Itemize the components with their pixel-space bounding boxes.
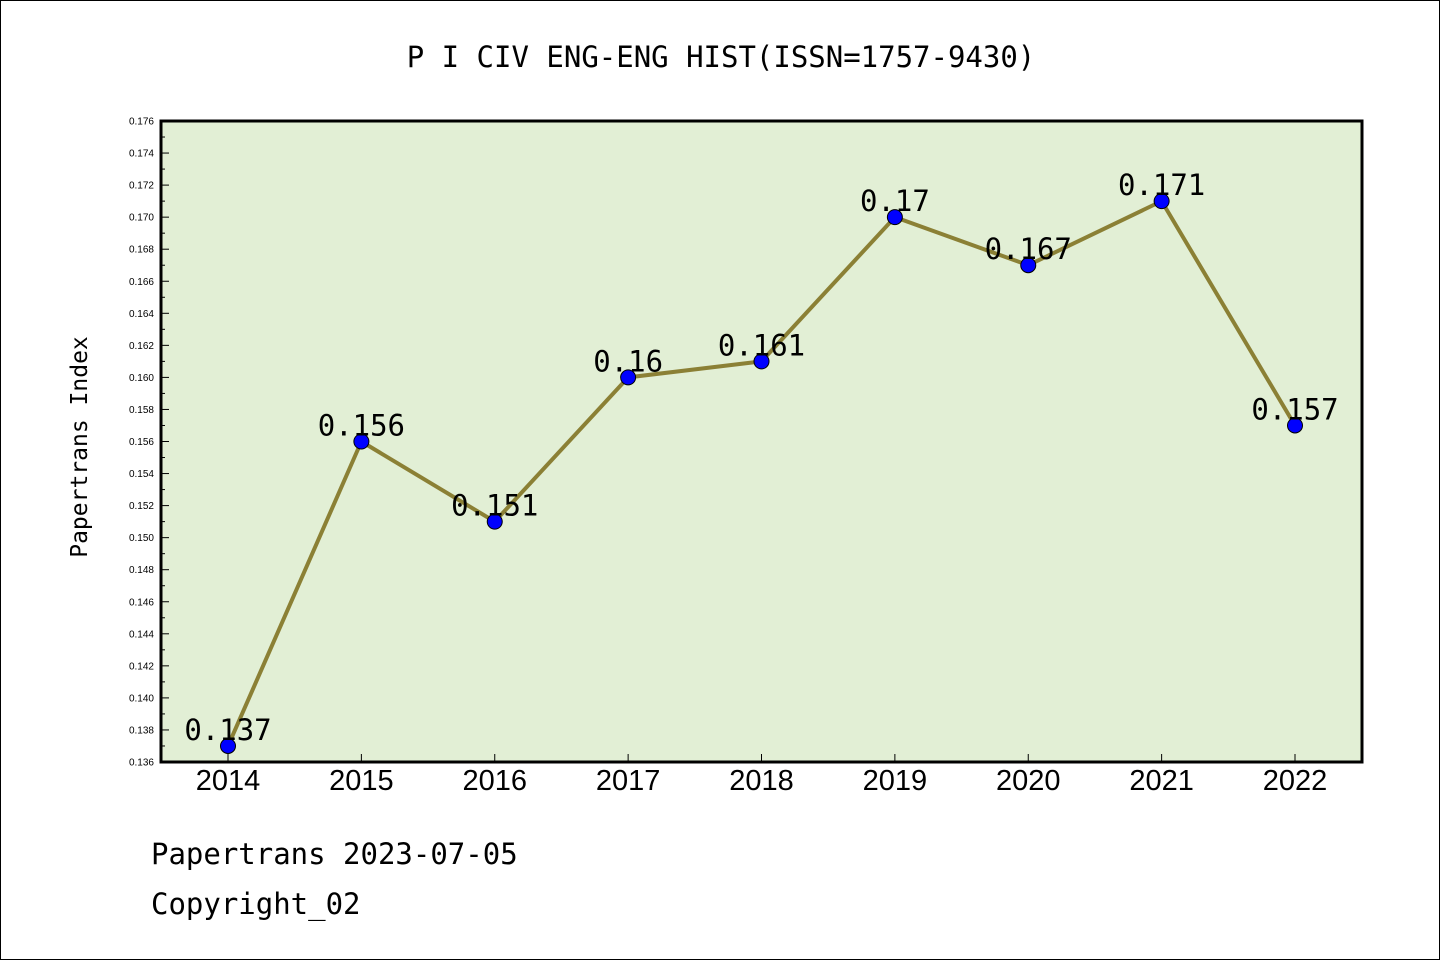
y-tick-label: 0.176 [129, 117, 154, 128]
data-point-marker [620, 369, 637, 386]
x-tick-label: 2016 [462, 765, 527, 797]
x-tick-label: 2020 [996, 765, 1061, 797]
y-tick-label: 0.158 [129, 405, 154, 416]
y-axis-label: Papertrans Index [67, 336, 93, 558]
footer-source: Papertrans 2023-07-05 [151, 837, 518, 871]
data-point-marker [220, 737, 236, 754]
y-tick-label: 0.172 [129, 181, 154, 192]
x-tick-label: 2014 [196, 765, 261, 797]
y-tick-label: 0.136 [129, 758, 154, 769]
y-tick-label: 0.174 [129, 149, 154, 160]
data-label: 0.157 [1251, 392, 1338, 426]
data-point-marker [1153, 193, 1170, 210]
x-axis: 2014 2015 2016 2017 2018 2019 2020 2021 2022 [196, 754, 1328, 797]
data-point-marker [486, 513, 503, 530]
data-point-marker [1020, 257, 1037, 274]
x-tick-label: 2018 [729, 765, 794, 797]
x-tick-label: 2017 [596, 765, 661, 797]
data-label: 0.137 [184, 713, 271, 747]
y-tick-label: 0.156 [129, 437, 154, 448]
data-point-marker [1287, 417, 1303, 434]
data-label: 0.161 [718, 328, 805, 362]
y-tick-label: 0.148 [129, 565, 154, 576]
data-point-marker [753, 353, 770, 370]
data-point-marker [886, 209, 903, 226]
y-tick-label: 0.140 [129, 693, 154, 704]
y-tick-label: 0.150 [129, 533, 154, 544]
data-labels-group: 0.137 0.156 0.151 0.16 0.161 0.17 0.167 0.171 0.… [184, 168, 1338, 747]
x-tick-label: 2015 [329, 765, 394, 797]
y-tick-label: 0.170 [129, 213, 154, 224]
y-tick-label: 0.154 [129, 469, 154, 480]
data-label: 0.17 [860, 184, 930, 218]
data-label: 0.171 [1118, 168, 1205, 202]
x-tick-label: 2022 [1263, 765, 1328, 797]
footer-copyright: Copyright_02 [151, 887, 361, 921]
data-label: 0.16 [593, 344, 663, 378]
y-tick-label: 0.142 [129, 661, 154, 672]
chart-title: P I CIV ENG-ENG HIST(ISSN=1757-9430) [407, 40, 1036, 74]
x-tick-label: 2021 [1129, 765, 1194, 797]
y-tick-label: 0.144 [129, 629, 154, 640]
x-tick-label: 2019 [863, 765, 928, 797]
y-tick-label: 0.162 [129, 341, 154, 352]
series-group [220, 193, 1303, 754]
y-tick-label: 0.146 [129, 597, 154, 608]
y-tick-label: 0.164 [129, 309, 154, 320]
data-label: 0.167 [985, 232, 1072, 266]
data-label: 0.156 [318, 409, 405, 443]
y-tick-label: 0.168 [129, 245, 154, 256]
y-tick-label: 0.152 [129, 501, 154, 512]
data-point-marker [353, 433, 370, 450]
data-label: 0.151 [451, 489, 538, 523]
y-tick-label: 0.166 [129, 277, 154, 288]
y-tick-label: 0.138 [129, 725, 154, 736]
plot-border [159, 119, 1364, 764]
y-tick-label: 0.160 [129, 373, 154, 384]
